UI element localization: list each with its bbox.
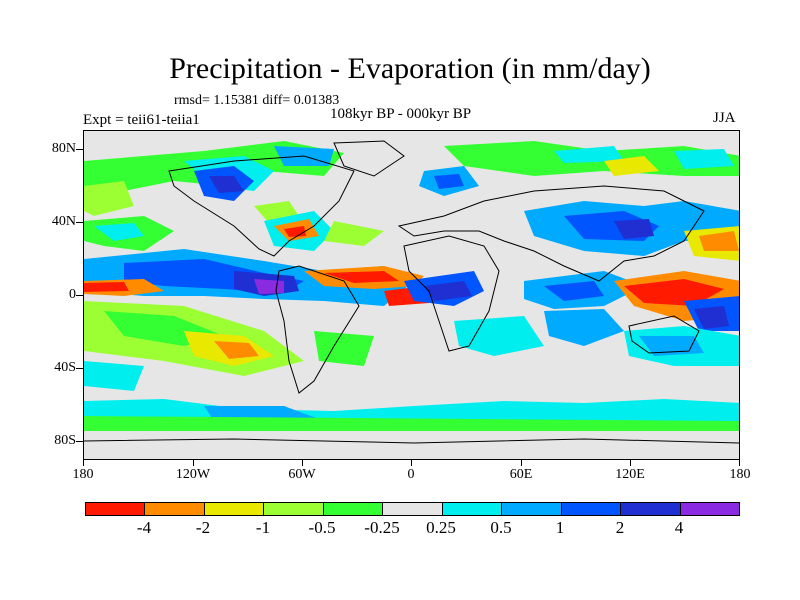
coastlines [84,140,739,444]
y-label-40s: 40S [54,360,76,375]
colorbar-bin [502,503,562,515]
colorbar-label: -0.25 [364,518,400,537]
x-label-60w: 60W [288,467,316,482]
stats-text: rmsd= 1.15381 diff= 0.01383 [174,93,340,108]
colorbar-bin [561,503,622,515]
colorbar-label: 4 [674,518,684,537]
colorbar-label: -0.5 [308,518,336,537]
colorbar-label: -1 [255,518,271,537]
experiment-label: Expt = teii61-teiia1 [83,112,200,128]
tropical-field [84,249,739,331]
x-label-120w: 120W [175,467,211,482]
colorbar-bin [621,503,681,515]
colorbar-bin [383,503,443,515]
x-tick [411,460,412,466]
colorbar-label: 0.5 [490,518,512,537]
y-label-80n: 80N [51,141,76,156]
season-label: JJA [713,110,736,126]
x-tick [739,460,740,466]
y-tick [76,222,83,223]
period-label: 108kyr BP - 000kyr BP [330,106,472,122]
x-tick [83,460,84,466]
y-label-0: 0 [69,287,76,302]
colorbar-label: 1 [555,518,565,537]
y-tick [76,441,83,442]
map-canvas [84,131,739,459]
arctic-field [84,141,739,223]
y-tick [76,295,83,296]
y-label-80s: 80S [54,433,76,448]
x-label-180w: 180 [72,467,94,482]
colorbar [85,502,740,516]
pe-anomaly-map [83,130,740,460]
southern-field [84,301,739,431]
x-label-180e: 180 [729,467,751,482]
colorbar-bin [204,503,265,515]
colorbar-bin [323,503,384,515]
y-tick [76,368,83,369]
y-label-40n: 40N [51,214,76,229]
x-tick [521,460,522,466]
northern-midlat-field [84,201,739,261]
x-tick [193,460,194,466]
colorbar-label: -2 [195,518,211,537]
map-title: Precipitation - Evaporation (in mm/day) [169,52,651,85]
x-label-120e: 120E [615,467,645,482]
colorbar-bin [442,503,503,515]
colorbar-label: 0.25 [426,518,456,537]
x-label-0: 0 [407,467,415,482]
colorbar-bin [680,503,739,515]
x-label-60e: 60E [509,467,533,482]
colorbar-label: 2 [615,518,625,537]
x-tick [630,460,631,466]
colorbar-bin [86,503,146,515]
y-tick [76,149,83,150]
colorbar-bin [264,503,324,515]
x-tick [302,460,303,466]
colorbar-bin [145,503,205,515]
colorbar-label: -4 [136,518,152,537]
